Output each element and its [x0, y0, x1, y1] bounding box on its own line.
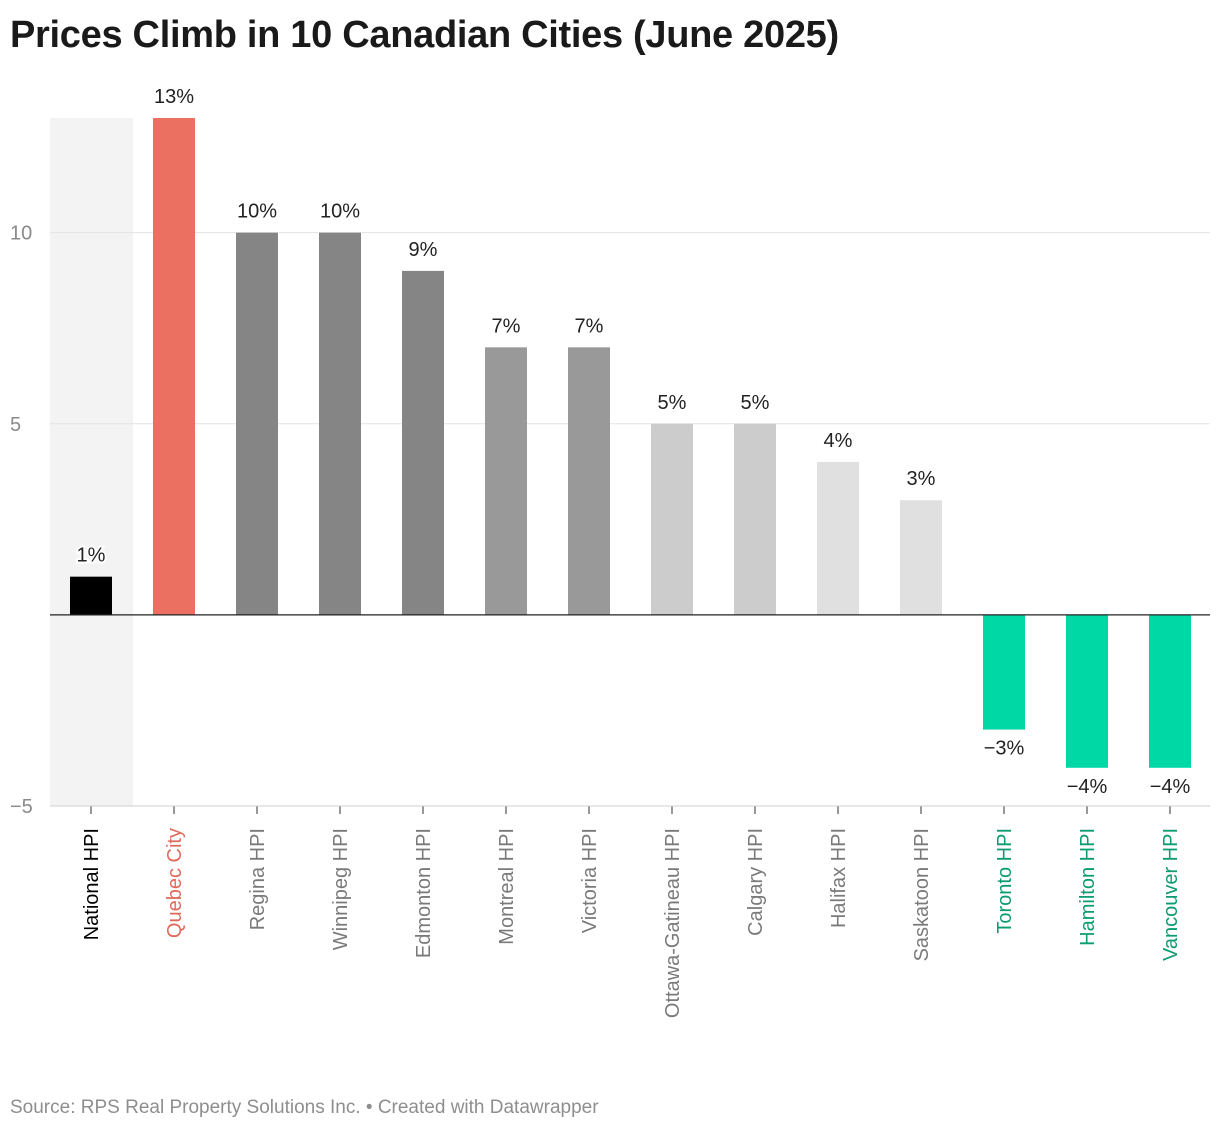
- bar: [402, 270, 444, 615]
- source-note: Source: RPS Real Property Solutions Inc.…: [10, 1097, 599, 1118]
- bar: [1066, 614, 1108, 768]
- value-label: 5%: [658, 392, 687, 414]
- value-label: −4%: [1150, 776, 1191, 798]
- bar: [236, 232, 278, 615]
- x-tick-label: Montreal HPI: [496, 828, 518, 945]
- bar: [70, 576, 112, 615]
- y-tick-label: 5: [10, 414, 21, 436]
- highlight-band-layer: [50, 118, 133, 806]
- x-tick-label: National HPI: [81, 828, 103, 940]
- bar: [319, 232, 361, 615]
- value-label: 1%: [77, 545, 106, 567]
- value-label: 7%: [575, 315, 604, 337]
- value-label: 9%: [409, 239, 438, 261]
- value-label: 3%: [907, 468, 936, 490]
- value-label: 10%: [320, 201, 360, 223]
- x-tick-label: Toronto HPI: [994, 828, 1016, 934]
- x-tick-label: Victoria HPI: [579, 828, 601, 933]
- bar-chart: 1% 13% 10% 10% 9% 7% 7% 5% 5% 4% 3% −3% −4% −4% −5 5 10…: [10, 86, 1210, 1018]
- x-tick-label: Ottawa-Gatineau HPI: [662, 828, 684, 1018]
- x-tick-label: Regina HPI: [247, 828, 269, 930]
- x-tick-label: Halifax HPI: [828, 828, 850, 928]
- axes: −5 5 10 National HPI Quebec City Regina HPI Wi…: [10, 223, 1210, 1018]
- bar: [568, 347, 610, 615]
- bar: [153, 118, 195, 615]
- value-label: 4%: [824, 430, 853, 452]
- x-tick-label: Calgary HPI: [745, 828, 767, 936]
- bar: [983, 614, 1025, 730]
- value-label: −3%: [984, 738, 1025, 760]
- value-label: 5%: [741, 392, 770, 414]
- bar: [900, 500, 942, 615]
- value-label: 10%: [237, 201, 277, 223]
- x-tick-label: Quebec City: [164, 828, 186, 938]
- bar: [817, 462, 859, 615]
- value-label: −4%: [1067, 776, 1108, 798]
- x-tick-label: Saskatoon HPI: [911, 828, 933, 961]
- value-label: 7%: [492, 315, 521, 337]
- bar: [734, 423, 776, 615]
- bar: [485, 347, 527, 615]
- bar: [1149, 614, 1191, 768]
- chart-title: Prices Climb in 10 Canadian Cities (June…: [10, 14, 839, 56]
- y-tick-label: −5: [10, 796, 33, 818]
- y-tick-label: 10: [10, 223, 32, 245]
- x-tick-label: Winnipeg HPI: [330, 828, 352, 950]
- x-tick-label: Edmonton HPI: [413, 828, 435, 958]
- x-tick-label: Hamilton HPI: [1077, 828, 1099, 946]
- value-labels: 1% 13% 10% 10% 9% 7% 7% 5% 5% 4% 3% −3% −4% −4%: [75, 86, 1191, 798]
- value-label: 13%: [154, 86, 194, 108]
- x-tick-label: Vancouver HPI: [1160, 828, 1182, 961]
- gridlines: [50, 232, 1210, 807]
- bar: [651, 423, 693, 615]
- bars: [70, 118, 1191, 768]
- highlight-band: [50, 118, 133, 806]
